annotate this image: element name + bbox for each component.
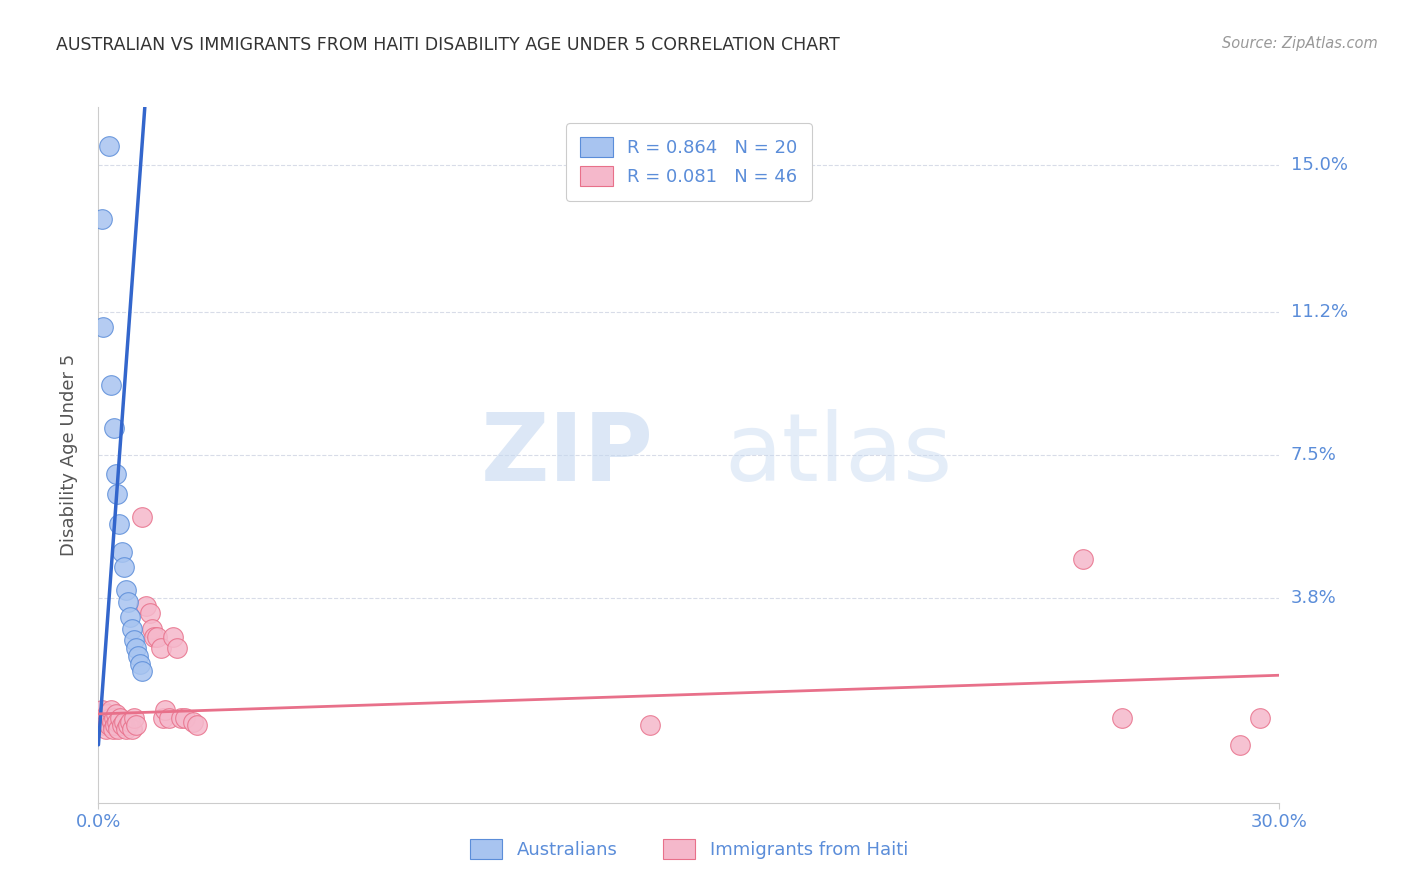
Point — [135, 599, 157, 613]
Y-axis label: Disability Age Under 5: Disability Age Under 5 — [59, 354, 77, 556]
Text: Source: ZipAtlas.com: Source: ZipAtlas.com — [1222, 36, 1378, 51]
Point — [181, 714, 204, 729]
Point — [125, 718, 148, 732]
Point — [96, 706, 118, 721]
Point — [105, 706, 128, 721]
Point — [1111, 711, 1133, 725]
Point — [125, 641, 148, 656]
Point — [170, 711, 193, 725]
Point — [131, 509, 153, 524]
Text: atlas: atlas — [724, 409, 953, 501]
Point — [93, 718, 115, 732]
Point — [186, 718, 208, 732]
Point — [118, 610, 141, 624]
Point — [103, 723, 125, 737]
Point — [162, 630, 184, 644]
Point — [96, 62, 118, 76]
Point — [105, 467, 128, 482]
Point — [117, 718, 139, 732]
Point — [1249, 711, 1271, 725]
Point — [121, 622, 143, 636]
Point — [111, 718, 134, 732]
Point — [98, 711, 121, 725]
Point — [142, 630, 165, 644]
Point — [98, 718, 121, 732]
Point — [96, 711, 118, 725]
Point — [101, 714, 124, 729]
Point — [97, 714, 120, 729]
Point — [141, 622, 163, 636]
Point — [122, 633, 145, 648]
Point — [138, 607, 160, 621]
Point — [111, 544, 134, 558]
Point — [152, 711, 174, 725]
Point — [118, 714, 141, 729]
Point — [115, 723, 138, 737]
Text: 15.0%: 15.0% — [1291, 156, 1347, 174]
Point — [128, 657, 150, 671]
Point — [104, 718, 127, 732]
Text: AUSTRALIAN VS IMMIGRANTS FROM HAITI DISABILITY AGE UNDER 5 CORRELATION CHART: AUSTRALIAN VS IMMIGRANTS FROM HAITI DISA… — [56, 36, 839, 54]
Point — [155, 703, 177, 717]
Point — [122, 711, 145, 725]
Point — [100, 703, 122, 717]
Point — [117, 595, 139, 609]
Point — [157, 711, 180, 725]
Point — [638, 718, 661, 732]
Point — [146, 630, 169, 644]
Point — [127, 648, 149, 663]
Point — [100, 378, 122, 392]
Point — [91, 320, 114, 334]
Text: 3.8%: 3.8% — [1291, 589, 1336, 607]
Text: ZIP: ZIP — [481, 409, 654, 501]
Point — [174, 711, 197, 725]
Point — [1229, 738, 1251, 752]
Text: 11.2%: 11.2% — [1291, 303, 1348, 321]
Point — [90, 212, 112, 227]
Point — [107, 723, 129, 737]
Point — [91, 714, 114, 729]
Point — [150, 641, 173, 656]
Point — [131, 665, 153, 679]
Point — [108, 517, 131, 532]
Point — [108, 711, 131, 725]
Text: 7.5%: 7.5% — [1291, 446, 1337, 464]
Point — [103, 711, 125, 725]
Point — [98, 138, 121, 153]
Point — [94, 723, 117, 737]
Point — [91, 703, 114, 717]
Point — [103, 421, 125, 435]
Point — [105, 486, 128, 500]
Point — [115, 583, 138, 598]
Point — [105, 714, 128, 729]
Point — [121, 723, 143, 737]
Point — [112, 560, 135, 574]
Point — [166, 641, 188, 656]
Legend: Australians, Immigrants from Haiti: Australians, Immigrants from Haiti — [456, 825, 922, 874]
Point — [1071, 552, 1094, 566]
Point — [112, 714, 135, 729]
